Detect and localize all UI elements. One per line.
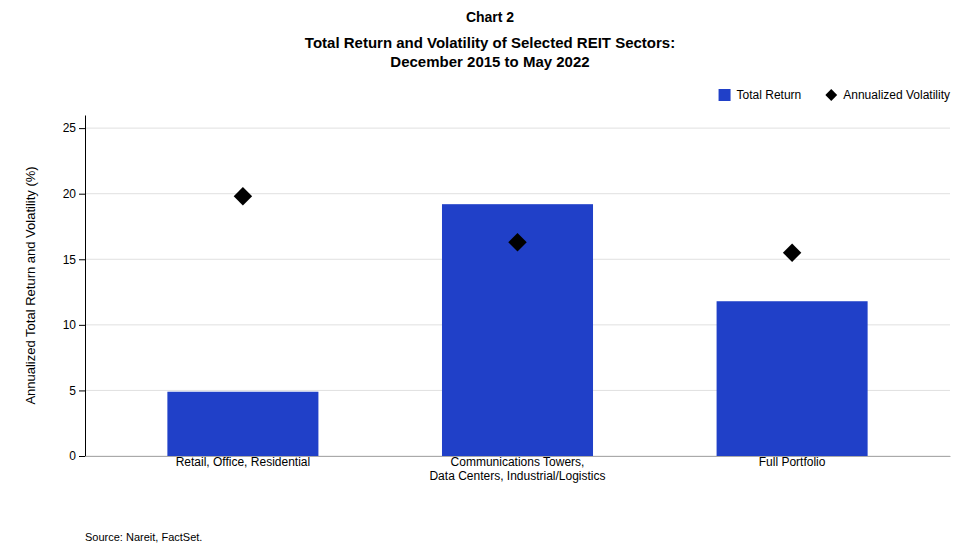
x-tick: Communications Towers,Data Centers, Indu… xyxy=(429,455,605,483)
y-axis-title: Annualized Total Return and Volatility (… xyxy=(23,166,38,404)
legend-label: Annualized Volatility xyxy=(843,88,950,102)
text-line: Retail, Office, Residential xyxy=(176,455,311,469)
x-tick: Retail, Office, Residential xyxy=(176,455,311,469)
y-tick-label: 20 xyxy=(63,187,77,201)
grid xyxy=(85,128,950,456)
y-tick: 15 xyxy=(63,253,85,267)
x-tick-label: Communications Towers,Data Centers, Indu… xyxy=(429,455,605,483)
y-tick: 25 xyxy=(63,121,85,135)
y-tick-mark xyxy=(79,194,85,195)
point xyxy=(508,233,526,251)
text-line: Data Centers, Industrial/Logistics xyxy=(429,469,605,483)
y-tick-label: 0 xyxy=(69,449,76,463)
y-tick: 10 xyxy=(63,318,85,332)
y-tick-mark xyxy=(79,390,85,391)
plot: 0 5 10 15 20 25 Annualized Total Return and Vo… xyxy=(23,116,951,484)
text-line: Communications Towers, xyxy=(451,455,585,469)
text-line: Full Portfolio xyxy=(759,455,826,469)
bar xyxy=(442,204,593,456)
x-tick-label: Retail, Office, Residential xyxy=(176,455,311,469)
series-1 xyxy=(234,187,802,262)
grid-line xyxy=(85,193,950,194)
text-line: Total Return and Volatility of Selected … xyxy=(305,34,675,51)
legend-item: Annualized Volatility xyxy=(825,88,950,102)
text-line: Chart 2 xyxy=(466,9,514,25)
y-tick-mark xyxy=(79,325,85,326)
grid-line xyxy=(85,128,950,129)
title: Chart 2 xyxy=(466,9,514,25)
subtitle: Total Return and Volatility of Selected … xyxy=(305,34,675,70)
y-axis: 0 5 10 15 20 25 xyxy=(63,116,86,464)
y-tick: 0 xyxy=(69,449,85,463)
point xyxy=(783,243,801,261)
legend: Total Return Annualized Volatility xyxy=(719,88,950,102)
y-tick-label: 15 xyxy=(63,253,77,267)
y-tick-mark xyxy=(79,456,85,457)
legend-label: Total Return xyxy=(737,88,802,102)
bar xyxy=(167,392,318,456)
bar xyxy=(717,301,868,456)
x-axis: Retail, Office, Residential Communication… xyxy=(86,455,951,483)
y-tick-label: 5 xyxy=(69,384,76,398)
legend-swatch xyxy=(719,89,731,101)
x-tick: Full Portfolio xyxy=(759,455,826,469)
chart: Chart 2 Total Return and Volatility of Se… xyxy=(0,0,980,551)
y-tick-label: 10 xyxy=(63,318,77,332)
y-axis-line xyxy=(85,116,86,457)
y-tick: 5 xyxy=(69,384,85,398)
annotation: Source: Nareit, FactSet. xyxy=(85,531,202,543)
text-line: December 2015 to May 2022 xyxy=(390,53,589,70)
y-tick-label: 25 xyxy=(63,121,77,135)
x-tick-label: Full Portfolio xyxy=(759,455,826,469)
y-tick: 20 xyxy=(63,187,85,201)
series-0 xyxy=(167,204,867,456)
y-tick-mark xyxy=(79,128,85,129)
y-tick-mark xyxy=(79,259,85,260)
legend-swatch xyxy=(825,89,837,101)
legend-item: Total Return xyxy=(719,88,802,102)
marks xyxy=(167,187,867,456)
point xyxy=(234,187,252,205)
